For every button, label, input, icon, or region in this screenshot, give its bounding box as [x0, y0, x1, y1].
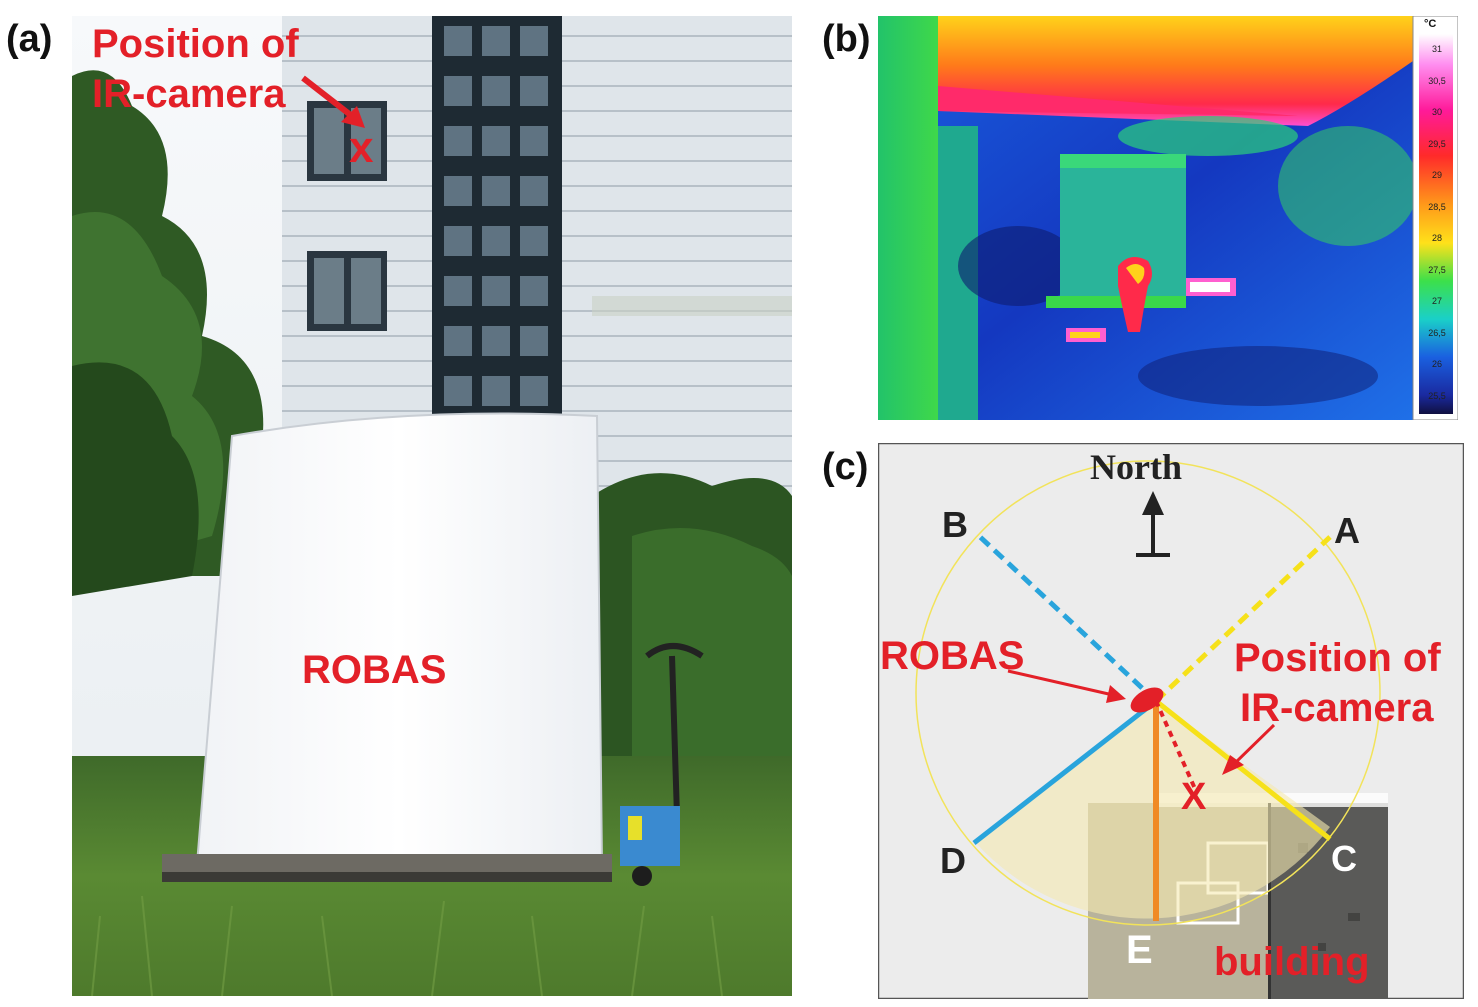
camera-position-x-icon: x: [349, 123, 374, 172]
panel-a-label: (a): [6, 18, 53, 60]
panel-b-thermal-image: [878, 16, 1458, 420]
colorbar-tick: 26,5: [1428, 327, 1446, 338]
colorbar-tick: 25,5: [1428, 390, 1446, 401]
point-c-label: C: [1331, 838, 1357, 879]
panel-b-label: (b): [822, 18, 871, 60]
colorbar-tick: 30: [1431, 107, 1442, 117]
point-d-label: D: [940, 840, 966, 881]
building-label: building: [1214, 940, 1370, 984]
camera-arrow-a: [301, 75, 365, 128]
camera-annotation-a-line2: IR-camera: [92, 72, 286, 116]
panel-c-site-map: [878, 443, 1464, 999]
point-b-label: B: [942, 504, 968, 545]
colorbar-tick: 31: [1431, 44, 1442, 54]
camera-position-x-icon: X: [1181, 776, 1207, 818]
colorbar-tick: 28,5: [1428, 201, 1446, 212]
north-arrow-icon: [1136, 491, 1170, 557]
colorbar-tick: 29: [1431, 170, 1442, 180]
colorbar-tick: 26: [1431, 359, 1442, 369]
point-a-label: A: [1334, 510, 1360, 551]
colorbar-ticks: 31 30,5 30 29,5 29 28,5 28 27,5 27 26,5 …: [1420, 44, 1454, 422]
colorbar-tick: 27: [1431, 296, 1442, 306]
colorbar-tick: 28: [1431, 233, 1442, 243]
colorbar-tick: 27,5: [1428, 264, 1446, 275]
camera-annotation-c-line2: IR-camera: [1240, 686, 1434, 730]
camera-annotation-c-line1: Position of: [1234, 636, 1441, 680]
robas-label-c: ROBAS: [880, 634, 1025, 678]
panel-c-label: (c): [822, 446, 869, 488]
robas-label-a: ROBAS: [302, 648, 447, 692]
point-e-label: E: [1126, 928, 1153, 972]
north-label: North: [1090, 447, 1182, 487]
panel-a-photo: [72, 16, 792, 996]
robas-marker-icon: [1130, 687, 1164, 713]
camera-annotation-a-line1: Position of: [92, 22, 299, 66]
colorbar-tick: 29,5: [1428, 138, 1446, 149]
colorbar-tick: 30,5: [1428, 75, 1446, 86]
colorbar-unit: °C: [1424, 18, 1437, 30]
